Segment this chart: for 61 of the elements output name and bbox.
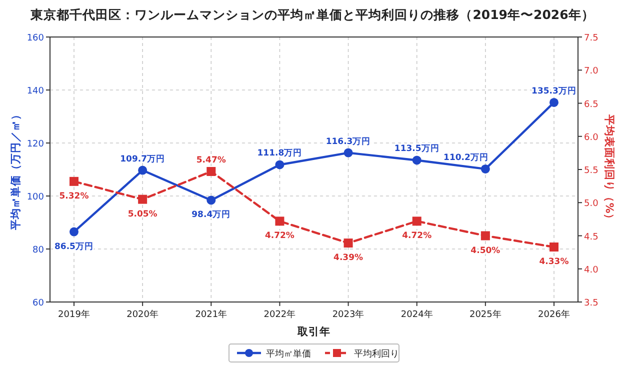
point <box>412 216 422 226</box>
data-label: 111.8万円 <box>257 148 302 159</box>
chart-title: 東京都千代田区：ワンルームマンションの平均㎡単価と平均利回りの推移（2019年〜2026年） <box>30 7 594 22</box>
x-tick-label: 2022年 <box>264 309 296 320</box>
x-tick-label: 2023年 <box>332 309 364 320</box>
y2-axis-title: 平均表面利回り（%） <box>603 114 616 224</box>
point <box>344 148 353 158</box>
y2-tick-label: 6.5 <box>584 100 598 110</box>
data-label: 116.3万円 <box>326 136 371 147</box>
y2-tick-label: 6.0 <box>584 132 599 143</box>
data-label: 109.7万円 <box>120 153 166 164</box>
point <box>275 216 284 226</box>
x-tick-label: 2021年 <box>195 309 228 320</box>
x-tick-label: 2026年 <box>538 309 570 320</box>
y-tick-label: 100 <box>26 192 44 202</box>
data-label: 4.50% <box>470 246 501 256</box>
data-label: 5.32% <box>59 191 90 202</box>
data-label: 5.47% <box>196 155 226 166</box>
data-label: 4.39% <box>334 253 364 264</box>
y-tick-label: 120 <box>26 140 44 150</box>
y2-tick-label: 5.0 <box>584 199 599 210</box>
data-label: 4.33% <box>539 257 570 268</box>
y2-tick-label: 7.5 <box>584 34 598 44</box>
point <box>70 227 78 236</box>
data-label: 113.5万円 <box>394 143 440 154</box>
x-tick-label: 2020年 <box>126 309 159 320</box>
y2-tick-label: 4.0 <box>584 265 599 276</box>
point <box>206 166 216 176</box>
point <box>138 166 148 175</box>
legend-label: 平均利回り <box>354 348 399 360</box>
x-tick-label: 2024年 <box>400 309 433 320</box>
data-label: 110.2万円 <box>444 152 488 163</box>
point <box>412 156 422 165</box>
y-tick-label: 80 <box>32 246 44 256</box>
point <box>550 98 558 107</box>
y2-tick-label: 3.5 <box>584 298 598 308</box>
point <box>480 164 490 174</box>
y-tick-label: 140 <box>26 86 44 96</box>
data-label: 5.05% <box>128 209 158 220</box>
legend-label: 平均㎡単価 <box>266 348 311 360</box>
point <box>550 242 558 252</box>
point <box>275 160 284 170</box>
x-tick-label: 2025年 <box>469 309 502 320</box>
y-axis-title: 平均㎡単価（万円／㎡） <box>9 109 22 231</box>
data-label: 98.4万円 <box>192 209 231 220</box>
point <box>138 194 148 204</box>
point <box>480 231 490 240</box>
y2-tick-label: 5.5 <box>584 166 598 176</box>
point <box>344 238 353 248</box>
data-label: 86.5万円 <box>54 240 94 252</box>
data-label: 135.3万円 <box>532 85 576 96</box>
x-axis-title: 取引年 <box>296 325 330 338</box>
y2-tick-label: 4.5 <box>584 232 598 242</box>
point <box>70 176 78 186</box>
y2-tick-label: 7.0 <box>584 66 599 77</box>
y-tick-label: 160 <box>26 34 44 44</box>
data-label: 4.72% <box>264 231 295 242</box>
data-label: 4.72% <box>402 231 432 242</box>
point <box>206 196 216 205</box>
y-tick-label: 60 <box>32 298 44 308</box>
x-tick-label: 2019年 <box>58 309 90 320</box>
